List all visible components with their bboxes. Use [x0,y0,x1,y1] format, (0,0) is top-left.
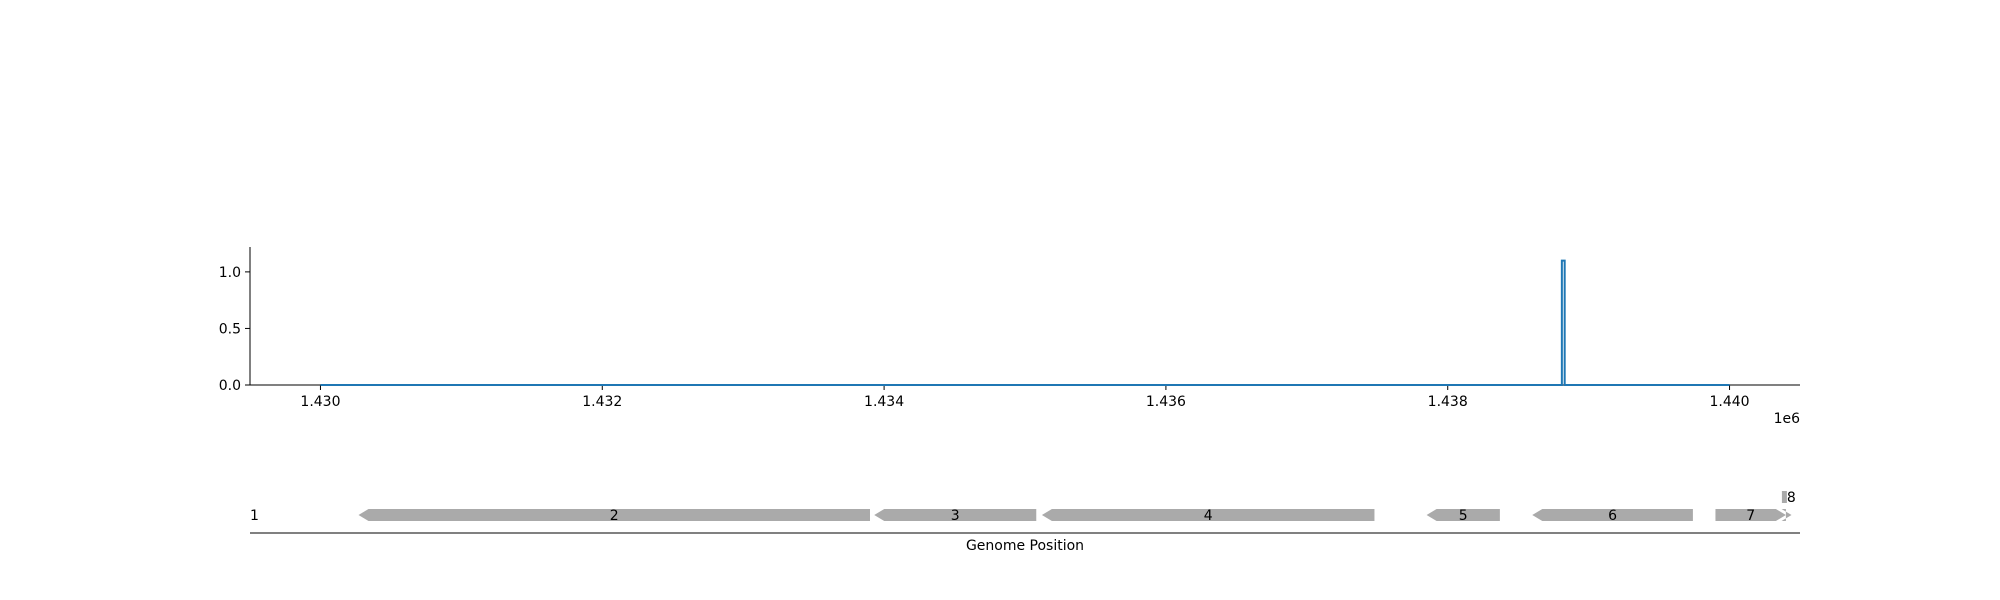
y-ticks: 0.0 0.5 1.0 [219,265,250,394]
gene-label: 8 [1787,490,1796,506]
series-layer [320,259,1730,386]
x-tick-label: 1.438 [1428,394,1468,410]
x-tick-label: 1.432 [582,394,622,410]
gene-arrow [1041,509,1375,521]
gene-arrow [874,509,1037,521]
y-tick-label: 1.0 [219,265,241,281]
series-line [320,259,1730,386]
gene-track: 1 2 3 4 5 6 7 8 [250,490,1796,524]
x-tick-label: 1.430 [300,394,340,410]
gene-label: 6 [1608,508,1617,524]
gene-arrow [1426,509,1500,521]
gene-arrow [1715,509,1786,521]
x-tick-label: 1.436 [1146,394,1186,410]
x-offset-label: 1e6 [1774,411,1801,427]
gene-arrow [1781,491,1787,503]
gene-label: 3 [951,508,960,524]
gene-arrow [1532,509,1693,521]
gene-label: 5 [1459,508,1468,524]
gene-label: 4 [1204,508,1213,524]
gene-arrow [1781,509,1792,521]
x-ticks: 1.430 1.432 1.434 1.436 1.438 1.440 [300,385,1750,410]
gene-arrow [358,509,870,521]
y-tick-label: 0.0 [219,378,241,394]
gene-label: 7 [1746,508,1755,524]
x-tick-label: 1.434 [864,394,904,410]
gene-label: 2 [610,508,619,524]
gene-track-xlabel: Genome Position [966,538,1084,554]
gene-label: 1 [250,508,259,524]
y-tick-label: 0.5 [219,321,241,337]
x-tick-label: 1.440 [1709,394,1749,410]
